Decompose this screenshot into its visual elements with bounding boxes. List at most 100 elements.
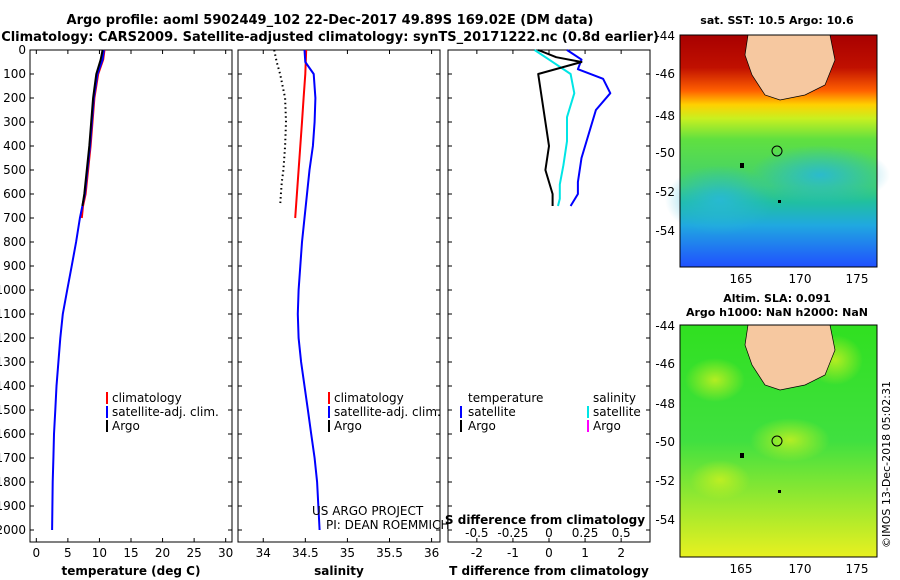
x-tick-label: -2	[471, 546, 483, 560]
legend-t-argo: Argo	[468, 419, 496, 433]
salinity-panel	[237, 49, 441, 543]
sla-xtick: 165	[730, 562, 753, 576]
title-line-1: Argo profile: aoml 5902449_102 22-Dec-20…	[67, 13, 594, 28]
series-line-satellite-adj-clim-	[296, 49, 321, 531]
depth-tick-label: 300	[3, 115, 26, 129]
sst-map-yticks: -44 -46 -48 -50 -52 -54	[655, 29, 675, 238]
chart-layer: 0 5 10 15 20 25 300100200300400500600700800900…	[0, 43, 650, 560]
sst-ytick: -54	[655, 224, 675, 238]
imos-watermark: ©IMOS 13-Dec-2018 05:02:31	[880, 381, 893, 548]
credit-pi: PI: DEAN ROEMMICH	[326, 518, 449, 532]
s-x-tick-label: -0.25	[497, 526, 528, 540]
depth-tick-label: 1300	[0, 355, 26, 369]
sst-xtick: 165	[730, 272, 753, 286]
sla-xtick: 170	[789, 562, 812, 576]
x-tick-label: 35	[340, 546, 355, 560]
credit-project: US ARGO PROJECT	[312, 504, 424, 518]
sla-map-title-2: Argo h1000: NaN h2000: NaN	[686, 306, 868, 319]
series-line-climatology	[294, 49, 308, 219]
sla-patch	[690, 460, 750, 500]
argo-position-marker	[771, 435, 783, 447]
sst-cool-patch	[665, 165, 775, 235]
sst-ytick: -50	[655, 146, 675, 160]
island	[778, 200, 781, 203]
depth-tick-label: 200	[3, 91, 26, 105]
sla-xtick: 175	[846, 562, 869, 576]
sst-xtick: 175	[846, 272, 869, 286]
legend-temperature-title: temperature	[468, 391, 543, 405]
x-tick-label: 30	[218, 546, 233, 560]
sst-map: sat. SST: 10.5 Argo: 10.6 -44 -46 -48 -5…	[655, 14, 890, 286]
sla-ytick: -48	[655, 397, 675, 411]
x-tick-label: 2	[617, 546, 625, 560]
legend-climatology: climatology	[334, 391, 404, 405]
sla-map-yticks: -44 -46 -48 -50 -52 -54	[655, 319, 675, 527]
s-difference-label: S difference from climatology	[445, 513, 645, 527]
series-line-argo	[81, 49, 104, 207]
sst-ytick: -52	[655, 185, 675, 199]
depth-tick-label: 100	[3, 67, 26, 81]
sla-map: Altim. SLA: 0.091 Argo h1000: NaN h2000:…	[655, 292, 878, 576]
depth-tick-label: 1000	[0, 283, 26, 297]
salinity-axis-label: salinity	[314, 564, 364, 578]
series-line-argo	[273, 49, 287, 207]
s-x-tick-label: 0.25	[572, 526, 599, 540]
x-tick-label: 36	[424, 546, 439, 560]
depth-tick-label: 500	[3, 163, 26, 177]
sla-map-frame	[679, 324, 878, 558]
temperature-legend: climatology satellite-adj. clim. Argo	[106, 391, 219, 433]
legend-satellite: satellite-adj. clim.	[334, 405, 441, 419]
depth-tick-label: 1100	[0, 307, 26, 321]
land-mass	[744, 324, 836, 391]
legend-t-satellite: satellite	[468, 405, 516, 419]
sla-patch	[750, 418, 830, 462]
sst-map-frame	[679, 34, 878, 268]
x-tick-label: 34.5	[292, 546, 319, 560]
x-tick-label: 15	[123, 546, 138, 560]
depth-tick-label: 1500	[0, 403, 26, 417]
sst-map-title: sat. SST: 10.5 Argo: 10.6	[700, 14, 854, 27]
x-tick-label: 34	[256, 546, 271, 560]
s-x-tick-label: 0	[545, 526, 553, 540]
sla-map-title-1: Altim. SLA: 0.091	[723, 292, 830, 305]
depth-tick-label: 1600	[0, 427, 26, 441]
land-mass	[744, 34, 836, 101]
legend-climatology: climatology	[112, 391, 182, 405]
legend-argo: Argo	[112, 419, 140, 433]
series-line-s-satellite	[534, 49, 576, 207]
sla-patch	[685, 358, 745, 402]
x-tick-label: 20	[155, 546, 170, 560]
island	[740, 453, 744, 458]
sla-ytick: -52	[655, 474, 675, 488]
x-tick-label: 1	[581, 546, 589, 560]
title-line-2: Climatology: CARS2009. Satellite-adjuste…	[1, 30, 659, 45]
depth-tick-label: 2000	[0, 523, 26, 537]
temperature-panel	[29, 49, 233, 543]
x-tick-label: -1	[507, 546, 519, 560]
t-difference-axis-label: T difference from climatology	[449, 564, 649, 578]
sla-ytick: -44	[655, 319, 675, 333]
sst-cool-patch	[750, 145, 890, 205]
depth-tick-label: 0	[18, 43, 26, 57]
depth-tick-label: 1700	[0, 451, 26, 465]
island	[740, 163, 744, 168]
x-tick-label: 5	[64, 546, 72, 560]
sla-ytick: -50	[655, 435, 675, 449]
legend-argo: Argo	[334, 419, 362, 433]
sst-map-xticks: 165 170 175	[730, 272, 869, 286]
sla-map-xticks: 165 170 175	[730, 562, 869, 576]
depth-tick-label: 800	[3, 235, 26, 249]
sst-ytick: -46	[655, 67, 675, 81]
depth-tick-label: 1900	[0, 499, 26, 513]
x-tick-label: 10	[92, 546, 107, 560]
island	[778, 490, 781, 493]
sla-ytick: -46	[655, 357, 675, 371]
series-line-t-argo	[537, 49, 583, 206]
difference-legend: temperature satellite Argo salinity sate…	[445, 391, 645, 527]
depth-tick-label: 900	[3, 259, 26, 273]
sst-xtick: 170	[789, 272, 812, 286]
depth-tick-label: 700	[3, 211, 26, 225]
s-x-tick-label: -0.5	[465, 526, 488, 540]
x-tick-label: 0	[32, 546, 40, 560]
